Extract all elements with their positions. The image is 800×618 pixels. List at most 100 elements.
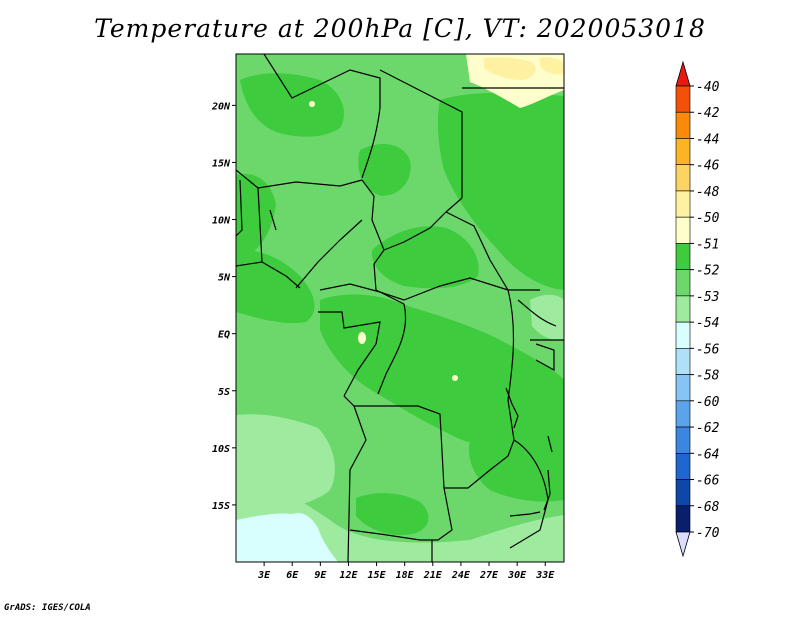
field-band-m54-east [530, 294, 564, 341]
border-segment [269, 209, 277, 231]
colorbar-segment [675, 138, 691, 166]
border-segment [295, 219, 363, 289]
field-band-m50-b [540, 57, 564, 75]
lon-tick-label: 21E [423, 570, 443, 581]
colorbar-segment [675, 190, 691, 218]
grads-credit: GrADS: IGES/COLA [4, 603, 91, 613]
border-segment [361, 107, 381, 179]
border-segment [445, 211, 540, 291]
field-spot-1 [309, 101, 315, 107]
colorbar-segment [675, 85, 691, 113]
border-segment [517, 299, 557, 327]
lat-tick-label: 20N [211, 101, 231, 112]
latitude-axis: 20N 15N 10N 5N EQ 5S 10S 15S [211, 101, 236, 512]
chart-title: Temperature at 200hPa [C], VT: 202005301… [94, 14, 706, 43]
border-segment [319, 277, 509, 301]
colorbar: -40 -42 -44 -46 -48 -50 -51 -52 -53 -54 -56 -58 -60 -… [675, 60, 720, 558]
country-borders [236, 54, 564, 562]
border-segment [505, 387, 519, 429]
colorbar-label: -56 [696, 342, 720, 357]
colorbar-segment [675, 505, 691, 533]
colorbar-segment [675, 216, 691, 244]
temperature-field [236, 54, 564, 562]
field-band-m52-mid [358, 144, 411, 196]
lon-tick-label: 33E [535, 570, 555, 581]
border-segment [236, 261, 301, 289]
lat-tick-label: 5S [218, 387, 230, 398]
border-segment [343, 395, 445, 489]
lat-tick-label: EQ [218, 330, 230, 341]
colorbar-label: -68 [696, 500, 720, 515]
border-segment [236, 169, 363, 189]
colorbar-segment [675, 400, 691, 428]
lat-tick-label: 10N [212, 216, 231, 227]
colorbar-label: -60 [696, 395, 720, 410]
border-segment [383, 197, 463, 251]
border-segment [543, 469, 551, 511]
field-band-m52-west [236, 249, 315, 324]
colorbar-segment [675, 348, 691, 375]
lon-tick-label: 18E [396, 570, 415, 581]
colorbar-segment [675, 164, 691, 192]
field-band-m52-center-north [371, 226, 479, 289]
colorbar-segment [675, 452, 691, 480]
field-band-m52-east [437, 92, 564, 290]
colorbar-label: -52 [696, 264, 720, 279]
colorbar-label: -44 [696, 132, 719, 147]
lon-tick-label: 24E [451, 570, 471, 581]
colorbar-label: -54 [696, 316, 719, 331]
border-segment [379, 69, 463, 198]
field-band-m56 [236, 512, 338, 562]
border-segment [547, 435, 553, 453]
border-segment [535, 343, 555, 372]
colorbar-label: -62 [696, 421, 720, 436]
colorbar-segment [675, 321, 691, 349]
colorbar-label: -66 [696, 474, 720, 489]
border-segment [444, 439, 515, 489]
field-band-m52-center [320, 294, 564, 448]
lat-tick-label: 5N [218, 273, 231, 284]
colorbar-label: -50 [696, 211, 720, 226]
lon-tick-label: 30E [507, 570, 527, 581]
field-band-m52-nw [236, 173, 276, 258]
border-segment [263, 54, 381, 108]
border-segment [318, 311, 381, 345]
colorbar-label: -51 [696, 237, 719, 252]
field-band-m52-north [240, 73, 344, 137]
colorbar-bottom-triangle [675, 531, 691, 558]
colorbar-label: -70 [696, 526, 720, 541]
colorbar-segment [675, 479, 691, 507]
border-segment [373, 249, 405, 305]
colorbar-label: -48 [696, 185, 720, 200]
colorbar-segment [675, 295, 691, 323]
field-band-m50 [484, 57, 536, 80]
field-spot-3 [452, 375, 458, 381]
border-segment [343, 343, 377, 397]
border-segment [377, 303, 407, 395]
lat-tick-label: 15N [212, 158, 231, 169]
colorbar-segment [675, 374, 691, 402]
colorbar-label: -64 [696, 447, 719, 462]
colorbar-label: -53 [696, 290, 719, 305]
colorbar-segment [675, 269, 691, 297]
border-segment [361, 179, 385, 251]
field-band-m52-south-center [356, 493, 429, 536]
colorbar-segment [675, 426, 691, 454]
border-segment [507, 289, 515, 441]
lon-tick-label: 27E [479, 570, 499, 581]
colorbar-label: -42 [696, 106, 720, 121]
lon-tick-label: 15E [368, 570, 387, 581]
border-segment [349, 487, 453, 541]
colorbar-top-triangle [675, 60, 691, 87]
colorbar-label: -40 [696, 80, 720, 95]
lat-tick-label: 15S [212, 501, 230, 512]
border-segment [347, 405, 367, 562]
lon-tick-label: 3E [257, 570, 271, 581]
lon-tick-label: 12E [339, 570, 358, 581]
lon-tick-label: 6E [286, 570, 299, 581]
field-spot-2 [358, 332, 366, 344]
lon-tick-label: 9E [314, 570, 327, 581]
map-frame [235, 53, 565, 563]
field-band-m52-southeast [468, 428, 564, 502]
